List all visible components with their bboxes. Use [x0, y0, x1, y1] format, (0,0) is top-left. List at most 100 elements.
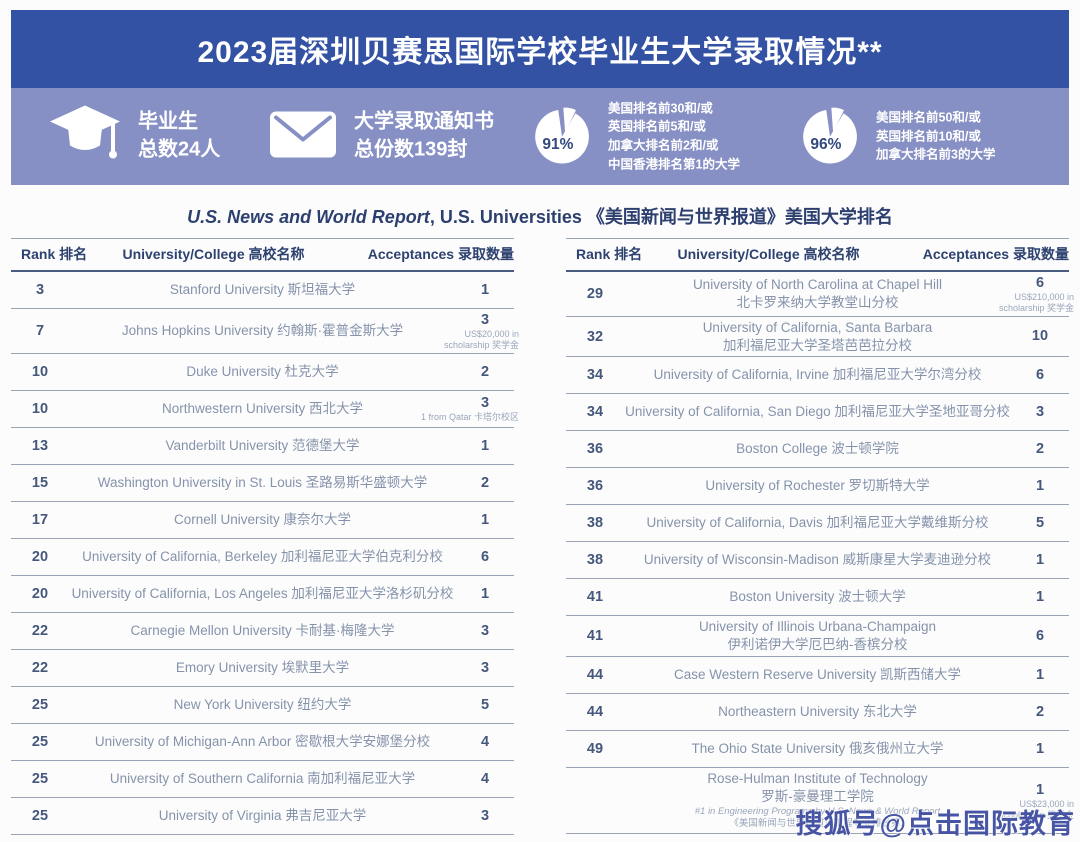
university-cell: Johns Hopkins University 约翰斯·霍普金斯大学 — [69, 322, 456, 340]
acceptances-cell: 1 — [1011, 477, 1069, 495]
acceptances-cell: 6 — [1011, 627, 1069, 645]
university-cell: Rose-Hulman Institute of Technology 罗斯-豪曼… — [624, 770, 1011, 831]
rank-cell: 25 — [31, 807, 49, 824]
stats-banner: 毕业生 总数24人 大学录取通知书 总份数139封 91% — [11, 88, 1069, 185]
university-name-cn: 伊利诺伊大学厄巴纳-香槟分校 — [727, 637, 908, 653]
acceptances-note: US$210,000 in — [1014, 292, 1074, 303]
acceptances-cell: 2 — [1011, 440, 1069, 458]
page-title: 2023届深圳贝赛思国际学校毕业生大学录取情况** — [197, 36, 883, 69]
acceptances-cell: 2 — [1011, 703, 1069, 721]
watermark: 搜狐号@点击国际教育 — [795, 809, 1075, 839]
acceptances-cell: 1 — [1011, 666, 1069, 684]
acceptances-value: 5 — [1035, 515, 1045, 532]
acceptances-value: 1 — [1035, 666, 1045, 683]
acceptances-value: 2 — [1035, 703, 1045, 720]
rank-cell: 20 — [31, 548, 49, 565]
rank-column-header: Rank 排名 — [576, 246, 643, 262]
university-name: Duke University 杜克大学 — [186, 363, 339, 379]
acceptances-cell: 6 US$210,000 in scholarship 奖学金 — [999, 274, 1074, 314]
acceptances-note: scholarship 奖学金 — [998, 302, 1074, 313]
university-cell: Emory University 埃默里大学 — [69, 659, 456, 677]
acceptances-value: 3 — [1035, 404, 1045, 421]
acceptances-cell: 1 — [1011, 588, 1069, 606]
rank-column-header: Rank 排名 — [21, 246, 88, 262]
left-ranking-table: Rank 排名 University/College 高校名称 Acceptan… — [11, 238, 519, 835]
acceptances-note: US$20,000 in — [464, 329, 519, 340]
university-name: University of Michigan-Ann Arbor 密歇根大学安娜… — [94, 733, 431, 749]
university-cell: Northwestern University 西北大学 — [69, 400, 456, 418]
acceptances-cell: 6 — [1011, 366, 1069, 384]
university-cell: University of California, San Diego 加利福尼… — [624, 403, 1011, 421]
university-name: Northeastern University 东北大学 — [718, 704, 917, 720]
acceptances-value: 3 — [480, 395, 490, 412]
acceptances-cell: 1 — [456, 585, 514, 603]
university-name: University of California, Berkeley 加利福尼亚… — [82, 548, 443, 564]
acceptances-value: 1 — [1035, 552, 1045, 569]
acceptances-value: 4 — [480, 770, 490, 787]
university-name: University of California, Los Angeles 加利… — [71, 585, 454, 601]
table-row: 15 Washington University in St. Louis 圣路易… — [11, 465, 514, 502]
acceptances-column-header: Acceptances 录取数量 — [922, 246, 1069, 262]
table-row: 44 Case Western Reserve University 凯斯西储大学… — [566, 657, 1069, 694]
acceptances-note: 1 from Qatar 卡塔尔校区 — [420, 412, 519, 423]
rank-cell: 3 — [35, 282, 45, 298]
acceptances-cell: 2 — [456, 363, 514, 381]
acceptances-cell: 10 — [1011, 327, 1069, 345]
university-note: 《美国新闻与世界报道》工程专业排名第1 — [729, 818, 906, 830]
right-ranking-table: Rank 排名 University/College 高校名称 Acceptan… — [566, 238, 1074, 835]
university-name: Carnegie Mellon University 卡耐基·梅隆大学 — [130, 622, 395, 638]
envelope-icon — [267, 107, 339, 166]
acceptances-value: 1 — [1035, 589, 1045, 606]
acceptances-note: US$23,000 in — [1019, 798, 1074, 809]
acceptances-cell: 1 — [1011, 551, 1069, 569]
acceptances-cell: 6 — [456, 548, 514, 566]
table-row: 25 University of Virginia 弗吉尼亚大学 3 — [11, 798, 514, 835]
table-row: 22 Carnegie Mellon University 卡耐基·梅隆大学 3 — [11, 613, 514, 650]
pie-chart-icon: 96% — [799, 103, 861, 170]
rank-cell: 22 — [31, 659, 49, 676]
university-cell: Boston University 波士顿大学 — [624, 588, 1011, 606]
university-name-cn: 北卡罗来纳大学教堂山分校 — [736, 294, 899, 310]
university-cell: University of Rochester 罗切斯特大学 — [624, 477, 1011, 495]
university-cell: The Ohio State University 俄亥俄州立大学 — [624, 740, 1011, 758]
table-row: 20 University of California, Los Angeles … — [11, 576, 514, 613]
graduation-cap-icon — [47, 102, 123, 171]
university-name: Rose-Hulman Institute of Technology — [707, 770, 928, 786]
acceptances-value: 6 — [1035, 367, 1045, 384]
table-row: 25 University of Southern California 南加利福… — [11, 761, 514, 798]
acceptances-value: 6 — [1035, 628, 1045, 645]
rank-cell: 13 — [31, 437, 49, 454]
rank-cell: 34 — [586, 404, 604, 421]
table-row: 36 University of Rochester 罗切斯特大学 1 — [566, 468, 1069, 506]
acceptances-value: 3 — [480, 807, 490, 824]
rank-cell: 29 — [586, 285, 604, 302]
rank-cell: 38 — [586, 552, 604, 569]
acceptances-value: 1 — [1035, 478, 1045, 495]
acceptances-cell: 1 US$23,000 in scholarship 奖学金 — [999, 781, 1074, 821]
table-row: 44 Northeastern University 东北大学 2 — [566, 694, 1069, 731]
acceptances-cell: 4 — [456, 770, 514, 788]
table-row: 41 Boston University 波士顿大学 1 — [566, 579, 1069, 617]
acceptances-value: 3 — [480, 622, 490, 639]
university-name: New York University 纽约大学 — [173, 696, 352, 712]
university-name: Case Western Reserve University 凯斯西储大学 — [673, 667, 962, 683]
table-header: Rank 排名 University/College 高校名称 Acceptan… — [566, 238, 1069, 272]
rank-cell: 20 — [31, 585, 49, 602]
university-name: University of Virginia 弗吉尼亚大学 — [158, 807, 367, 823]
section-title: U.S. News and World Report, U.S. Univers… — [0, 203, 1080, 229]
table-row: 41 University of Illinois Urbana-Champaig… — [566, 616, 1069, 657]
university-name: University of California, Santa Barbara — [702, 319, 933, 335]
table-row: 17 Cornell University 康奈尔大学 1 — [11, 502, 514, 539]
graduates-stat: 毕业生 总数24人 — [47, 102, 220, 171]
university-cell: Stanford University 斯坦福大学 — [69, 281, 456, 299]
university-cell: Duke University 杜克大学 — [69, 363, 456, 381]
university-name: University of Rochester 罗切斯特大学 — [705, 478, 930, 494]
university-name: The Ohio State University 俄亥俄州立大学 — [691, 741, 944, 757]
table-row: 36 Boston College 波士顿学院 2 — [566, 431, 1069, 469]
university-name: Johns Hopkins University 约翰斯·霍普金斯大学 — [121, 322, 404, 338]
university-column-header: University/College 高校名称 — [677, 246, 860, 262]
university-name: Northwestern University 西北大学 — [161, 400, 364, 416]
table-row: 3 Stanford University 斯坦福大学 1 — [11, 272, 514, 309]
university-name: University of North Carolina at Chapel H… — [692, 277, 943, 293]
